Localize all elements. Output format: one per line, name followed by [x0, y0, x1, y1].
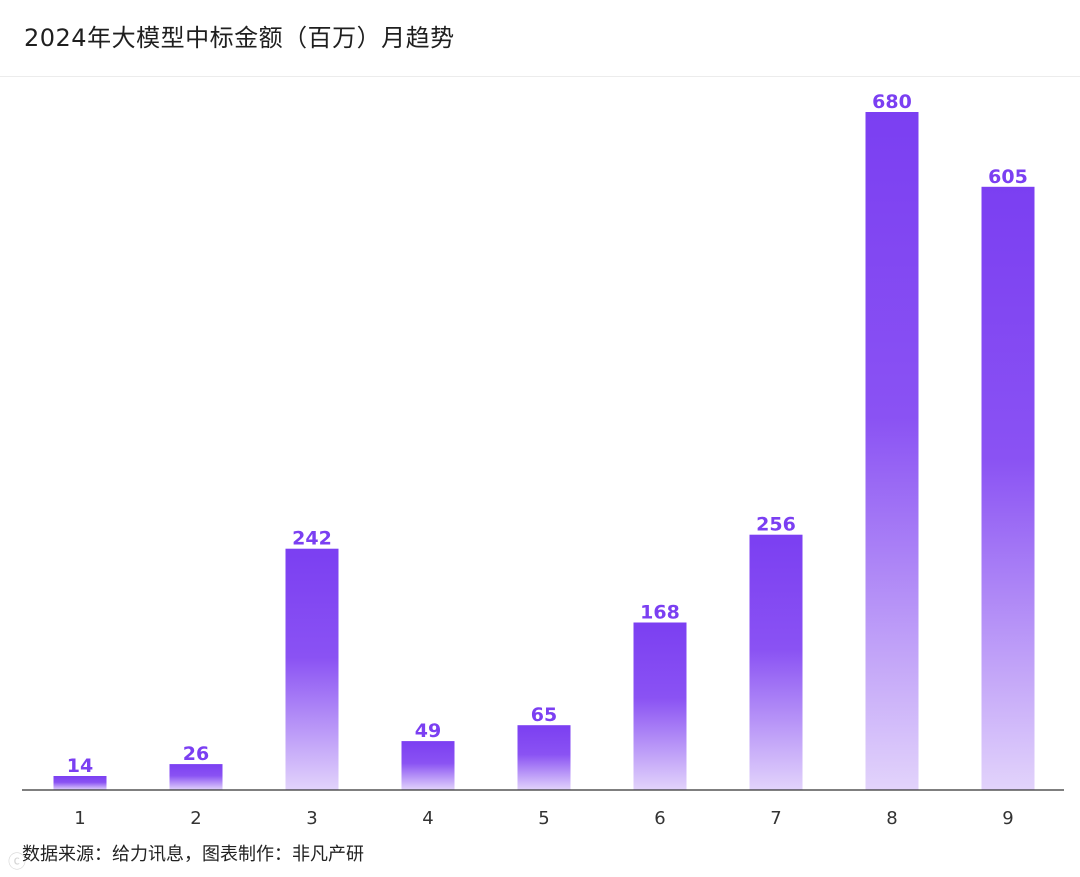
x-tick-label-6: 6	[654, 808, 665, 829]
x-tick-label-3: 3	[306, 808, 317, 829]
bar-month-3	[285, 548, 339, 790]
bar-month-9	[981, 186, 1035, 791]
x-tick-label-2: 2	[190, 808, 201, 829]
bars-group	[53, 112, 1035, 791]
bar-month-7	[749, 534, 803, 790]
watermark: ⓒ	[8, 852, 26, 873]
x-tick-label-1: 1	[74, 808, 85, 829]
value-label-month-7: 256	[756, 514, 796, 536]
value-label-month-5: 65	[531, 704, 557, 726]
value-label-month-3: 242	[292, 528, 332, 550]
x-tick-label-5: 5	[538, 808, 549, 829]
bar-month-4	[401, 741, 455, 790]
chart-title: 2024年大模型中标金额（百万）月趋势	[24, 24, 455, 52]
value-label-month-4: 49	[415, 720, 441, 742]
bar-month-2	[169, 764, 223, 790]
bar-month-8	[865, 112, 919, 790]
value-label-month-1: 14	[67, 755, 93, 777]
header-divider	[0, 76, 1080, 77]
x-tick-label-7: 7	[770, 808, 781, 829]
bar-month-5	[517, 725, 571, 790]
x-tick-label-4: 4	[422, 808, 433, 829]
value-label-month-2: 26	[183, 743, 209, 765]
bar-month-1	[53, 776, 107, 790]
value-label-month-9: 605	[988, 166, 1028, 188]
value-label-month-6: 168	[640, 602, 680, 624]
bar-month-6	[633, 622, 687, 790]
value-labels-group: 14 26 242 49 65 168 256 680 605	[67, 91, 1028, 777]
value-label-month-8: 680	[872, 91, 912, 113]
x-tick-labels-group: 1 2 3 4 5 6 7 8 9	[74, 808, 1013, 829]
x-tick-label-9: 9	[1002, 808, 1013, 829]
x-tick-label-8: 8	[886, 808, 897, 829]
source-note: 数据来源：给力讯息，图表制作：非凡产研	[22, 844, 364, 865]
